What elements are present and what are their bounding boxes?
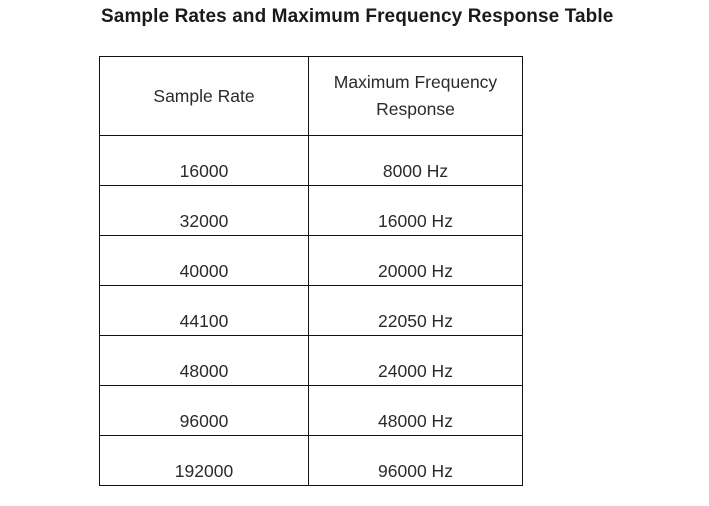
sample-rate-cell: 48000 xyxy=(99,335,309,386)
max-frequency-cell: 24000 Hz xyxy=(308,335,523,386)
sample-rate-table: Sample Rate Maximum Frequency Response 1… xyxy=(99,56,523,486)
header-max-frequency-response: Maximum Frequency Response xyxy=(308,56,523,136)
max-frequency-cell: 22050 Hz xyxy=(308,285,523,336)
sample-rate-cell: 44100 xyxy=(99,285,309,336)
sample-rate-cell: 16000 xyxy=(99,135,309,186)
table-row: 32000 16000 Hz xyxy=(99,185,523,236)
header-sample-rate: Sample Rate xyxy=(99,56,309,136)
sample-rate-cell: 40000 xyxy=(99,235,309,286)
sample-rate-cell: 96000 xyxy=(99,385,309,436)
table-row: 16000 8000 Hz xyxy=(99,135,523,186)
max-frequency-cell: 20000 Hz xyxy=(308,235,523,286)
table-row: 44100 22050 Hz xyxy=(99,285,523,336)
table-row: 96000 48000 Hz xyxy=(99,385,523,436)
table-header-row: Sample Rate Maximum Frequency Response xyxy=(99,56,523,136)
sample-rate-cell: 32000 xyxy=(99,185,309,236)
max-frequency-cell: 8000 Hz xyxy=(308,135,523,186)
table-row: 40000 20000 Hz xyxy=(99,235,523,286)
max-frequency-cell: 16000 Hz xyxy=(308,185,523,236)
max-frequency-cell: 48000 Hz xyxy=(308,385,523,436)
page-title: Sample Rates and Maximum Frequency Respo… xyxy=(101,6,614,27)
table-row: 48000 24000 Hz xyxy=(99,335,523,386)
max-frequency-cell: 96000 Hz xyxy=(308,435,523,486)
sample-rate-cell: 192000 xyxy=(99,435,309,486)
table-row: 192000 96000 Hz xyxy=(99,435,523,486)
